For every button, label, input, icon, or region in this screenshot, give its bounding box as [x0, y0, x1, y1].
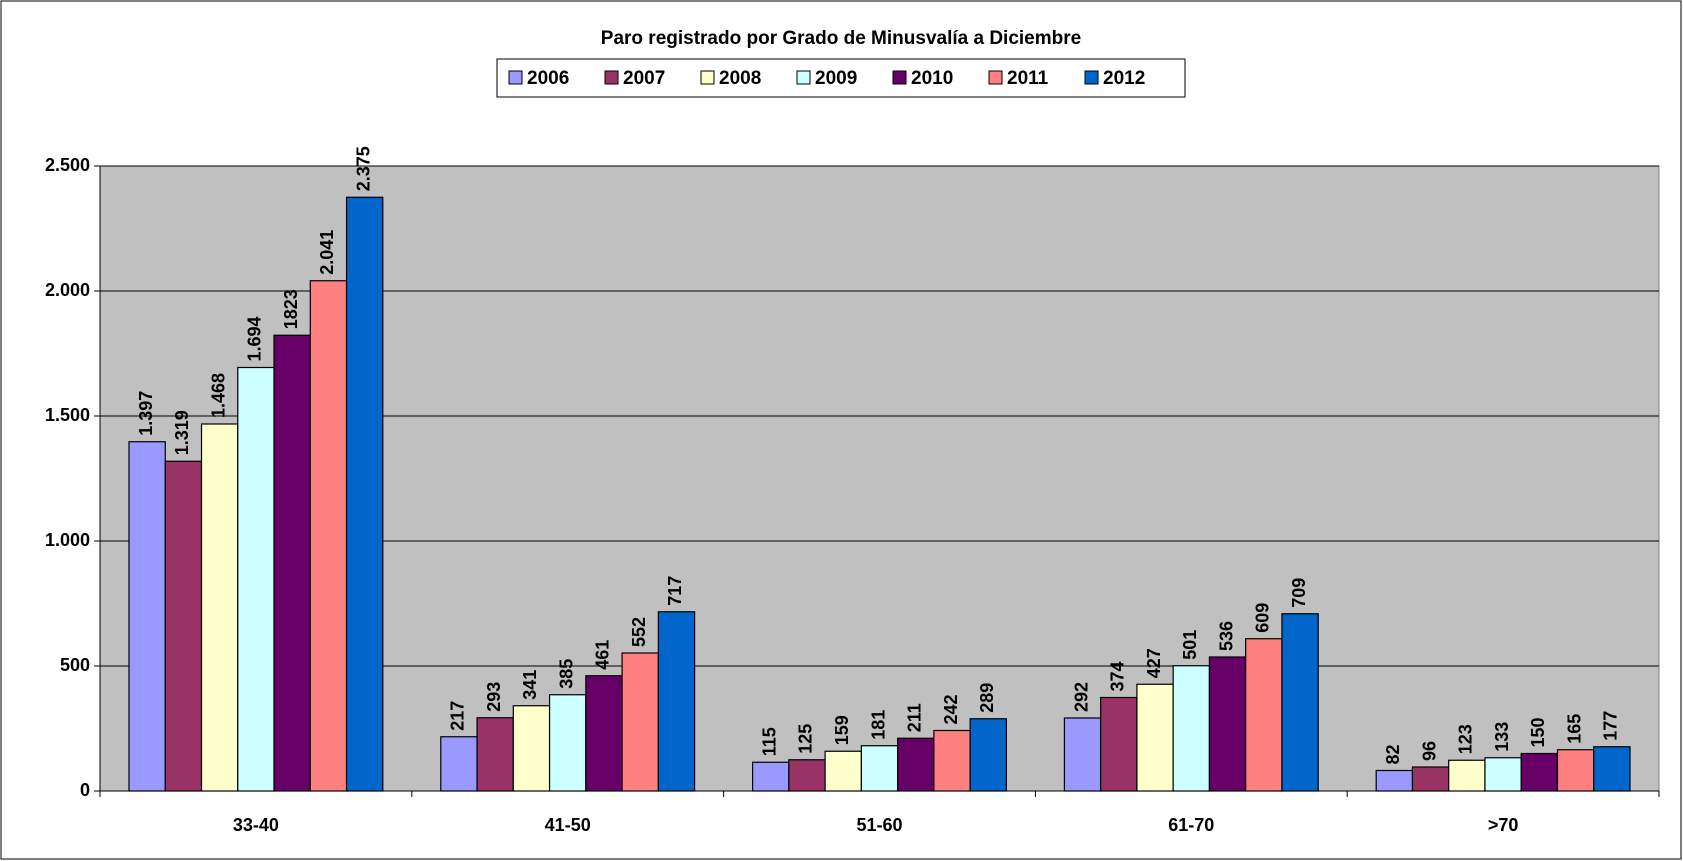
data-label: 2.375: [353, 146, 373, 191]
legend-label: 2011: [1007, 68, 1049, 89]
legend-swatch: [604, 70, 619, 85]
chart-title: Paro registrado por Grado de Minusvalía …: [601, 28, 1081, 49]
bar: [476, 717, 514, 792]
bar: [657, 611, 696, 792]
bar: [788, 759, 826, 792]
data-label: 2.041: [317, 230, 337, 275]
legend-label: 2012: [1103, 68, 1145, 89]
data-label: 242: [941, 694, 961, 724]
data-label: 292: [1071, 682, 1091, 712]
bar: [309, 280, 348, 792]
data-label: 159: [832, 715, 852, 745]
data-label: 217: [448, 701, 468, 731]
data-label: 133: [1492, 722, 1512, 752]
data-label: 427: [1144, 648, 1164, 678]
y-tick-label: 2.500: [45, 155, 90, 175]
data-label: 211: [905, 703, 925, 732]
y-tick-label: 1.500: [45, 405, 90, 425]
x-tick-label: 61-70: [1168, 815, 1214, 835]
bar: [200, 423, 239, 792]
data-label: 709: [1289, 578, 1309, 608]
data-label: 181: [868, 710, 888, 740]
legend-swatch: [1084, 70, 1099, 85]
data-label: 1.468: [208, 373, 228, 418]
bar: [128, 441, 166, 792]
data-label: 717: [665, 576, 685, 606]
data-label: 293: [484, 682, 504, 712]
data-label: 1.397: [136, 391, 156, 436]
bar: [897, 737, 935, 792]
bar: [1593, 746, 1631, 792]
bar: [751, 761, 790, 792]
data-label: 385: [556, 659, 576, 689]
bar: [1172, 665, 1211, 792]
bar: [1245, 638, 1283, 792]
bar: [621, 652, 659, 792]
legend-label: 2010: [911, 68, 953, 89]
bar: [585, 675, 623, 792]
bar: [1448, 759, 1486, 792]
legend-swatch: [700, 70, 715, 85]
bar: [1136, 683, 1174, 792]
bar: [1375, 769, 1414, 792]
data-label: 125: [796, 724, 816, 754]
bar: [860, 745, 899, 792]
bar: [969, 718, 1008, 792]
data-label: 1823: [281, 289, 301, 329]
bar: [1281, 613, 1319, 792]
bar: [824, 750, 862, 792]
data-label: 552: [629, 617, 649, 647]
legend-swatch: [892, 70, 907, 85]
legend-label: 2006: [527, 68, 569, 89]
bar: [1520, 752, 1559, 792]
bar: [1100, 696, 1138, 792]
data-label: 1.694: [245, 316, 265, 361]
y-tick-label: 1.000: [45, 530, 90, 550]
bar: [164, 460, 203, 792]
legend-label: 2008: [719, 68, 761, 89]
legend-swatch: [508, 70, 523, 85]
x-tick-label: 51-60: [856, 815, 902, 835]
data-label: 82: [1383, 744, 1403, 764]
bar: [273, 334, 311, 792]
data-label: 177: [1601, 711, 1621, 741]
bar: [933, 729, 971, 792]
data-label: 289: [977, 683, 997, 713]
bar: [1556, 749, 1595, 792]
bar: [440, 736, 478, 792]
bar: [1208, 656, 1247, 792]
data-label: 150: [1528, 717, 1548, 747]
legend-swatch: [796, 70, 811, 85]
data-label: 536: [1216, 621, 1236, 651]
legend-swatch: [988, 70, 1003, 85]
bar: [1411, 766, 1450, 792]
legend-label: 2009: [815, 68, 857, 89]
bar: [1063, 717, 1102, 792]
data-label: 374: [1108, 661, 1128, 691]
data-label: 609: [1253, 603, 1273, 633]
x-tick-label: >70: [1488, 815, 1519, 835]
data-label: 501: [1180, 630, 1200, 660]
data-label: 123: [1456, 724, 1476, 754]
data-label: 461: [593, 640, 613, 670]
bar: [345, 196, 384, 792]
legend-label: 2007: [623, 68, 665, 89]
data-label: 115: [759, 727, 779, 756]
data-label: 165: [1564, 714, 1584, 744]
bar: [1484, 757, 1522, 792]
y-tick-label: 500: [60, 655, 90, 675]
y-tick-label: 0: [80, 780, 90, 800]
bar: [237, 366, 275, 792]
data-label: 96: [1419, 741, 1439, 761]
data-label: 1.319: [172, 410, 192, 455]
y-tick-label: 2.000: [45, 280, 90, 300]
x-tick-label: 41-50: [545, 815, 591, 835]
bar: [548, 694, 587, 792]
x-tick-label: 33-40: [233, 815, 279, 835]
legend: 2006 2007 2008 2009 2010 2011 2012: [496, 58, 1186, 98]
data-label: 341: [520, 670, 540, 700]
bar: [512, 705, 551, 792]
